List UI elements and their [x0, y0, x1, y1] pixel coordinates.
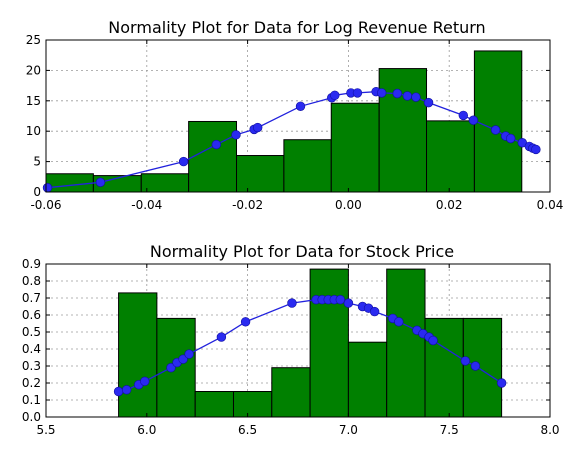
fit-point — [95, 177, 106, 187]
fit-point — [531, 144, 541, 155]
fit-point — [428, 335, 438, 346]
fit-point — [505, 133, 516, 144]
x-tick-label: 0.02 — [436, 198, 463, 212]
x-tick-label: 6.0 — [137, 423, 156, 437]
fit-point — [330, 90, 340, 101]
fit-point — [343, 298, 354, 308]
fit-point — [394, 317, 404, 327]
histogram-bar — [232, 391, 273, 418]
histogram-bar — [283, 139, 332, 193]
stock-price-chart: Normality Plot for Data for Stock Price … — [22, 242, 560, 437]
fit-point — [402, 91, 413, 101]
y-tick-label: 0.5 — [22, 325, 41, 339]
histogram-bar — [118, 292, 158, 418]
fit-point — [352, 88, 363, 98]
fit-point — [178, 354, 188, 364]
histogram-bar — [462, 317, 503, 418]
fit-point — [411, 92, 421, 102]
y-tick-label: 0.4 — [22, 342, 41, 356]
histogram-bar — [386, 268, 426, 418]
fit-point — [423, 97, 434, 108]
fit-point — [490, 125, 501, 135]
x-tick-label: 7.0 — [339, 423, 358, 437]
histogram-bar — [347, 341, 388, 418]
y-tick-label: 0.1 — [22, 393, 41, 407]
histogram-bar — [271, 367, 311, 418]
fit-point — [369, 306, 380, 317]
fit-point — [42, 183, 53, 193]
fit-point — [392, 88, 402, 99]
log-revenue-return-chart: Normality Plot for Data for Log Revenue … — [26, 18, 564, 212]
plot-frame — [45, 263, 551, 418]
histogram-bar — [194, 391, 234, 418]
histogram-bar — [378, 68, 428, 193]
fit-point — [166, 363, 176, 373]
y-tick-label: 0.9 — [22, 257, 41, 271]
x-tick-label: 0.00 — [335, 198, 362, 212]
y-tick-label: 0.2 — [22, 376, 41, 390]
fit-point — [335, 295, 346, 305]
x-tick-label: 7.5 — [440, 423, 459, 437]
x-tick-label: 5.5 — [36, 423, 55, 437]
fit-point — [184, 349, 194, 359]
fit-point — [178, 156, 189, 167]
x-tick-label: 6.5 — [238, 423, 257, 437]
chart-title: Normality Plot for Data for Log Revenue … — [108, 18, 485, 37]
histogram-bar — [330, 102, 380, 193]
x-tick-label: 8.0 — [540, 423, 559, 437]
y-tick-label: 0.6 — [22, 308, 41, 322]
fit-point — [140, 376, 150, 386]
x-tick-label: -0.06 — [30, 198, 61, 212]
fit-point — [295, 101, 306, 111]
fit-point — [460, 356, 471, 366]
histogram-bar — [309, 268, 349, 418]
fit-point — [121, 385, 132, 395]
fit-point — [252, 122, 263, 133]
fit-point — [216, 332, 227, 342]
histogram-bar — [188, 120, 238, 193]
histogram-bar — [156, 317, 196, 418]
x-tick-label: -0.02 — [232, 198, 263, 212]
y-tick-label: 0.3 — [22, 359, 41, 373]
fit-point — [211, 139, 222, 150]
fit-point — [113, 386, 124, 397]
fit-point — [376, 88, 387, 98]
y-tick-label: 20 — [26, 63, 41, 77]
y-tick-label: 0.0 — [22, 410, 41, 424]
fit-point — [240, 317, 251, 327]
chart-title: Normality Plot for Data for Stock Price — [150, 242, 454, 261]
y-tick-label: 15 — [26, 94, 41, 108]
histogram-bar — [426, 120, 475, 193]
fit-point — [496, 378, 507, 388]
y-tick-label: 5 — [33, 155, 41, 169]
x-tick-label: 0.04 — [537, 198, 564, 212]
histogram-bar — [140, 173, 190, 193]
histogram-bar — [236, 155, 285, 193]
fit-point — [468, 115, 479, 125]
fit-point — [470, 361, 481, 371]
histogram-bar — [473, 50, 523, 193]
fit-point — [458, 110, 469, 121]
histogram-bar — [45, 173, 94, 193]
fit-point — [231, 130, 241, 140]
fit-point — [287, 298, 297, 308]
plot-frame — [45, 39, 551, 193]
x-tick-label: -0.04 — [131, 198, 162, 212]
y-tick-label: 0.8 — [22, 274, 41, 288]
y-tick-label: 25 — [26, 33, 41, 47]
y-tick-label: 0 — [33, 185, 41, 199]
y-tick-label: 10 — [26, 124, 41, 138]
y-tick-label: 0.7 — [22, 291, 41, 305]
